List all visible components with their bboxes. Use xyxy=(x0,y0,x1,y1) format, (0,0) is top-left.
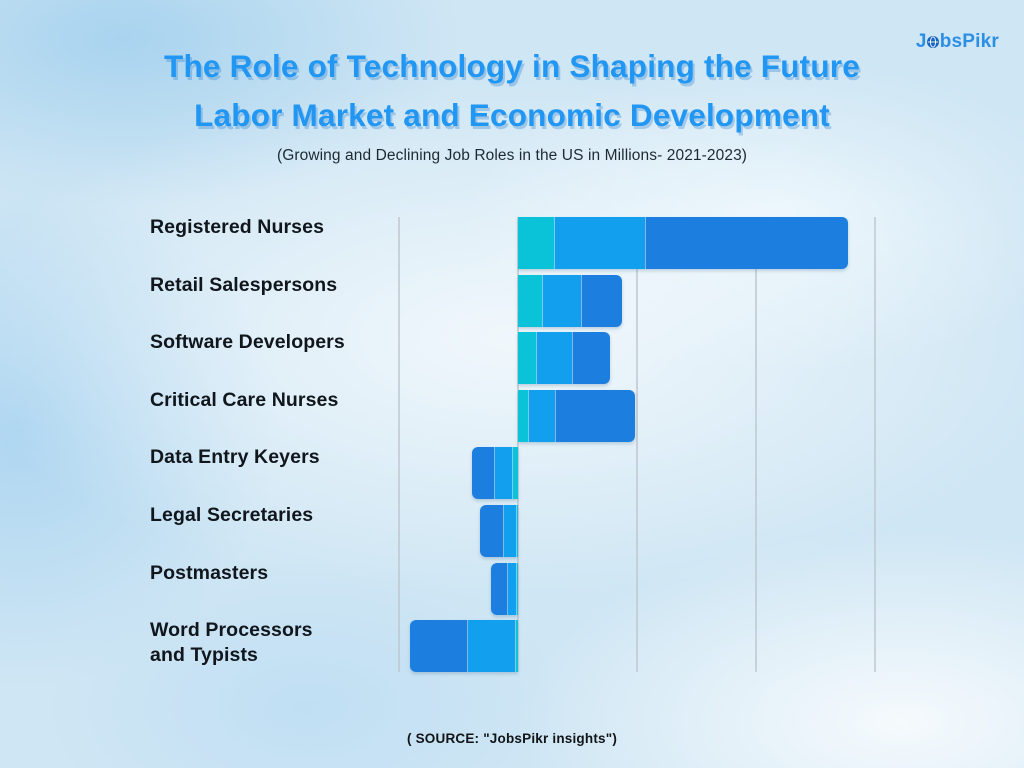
gridline xyxy=(398,217,400,672)
source-note: ( SOURCE: "JobsPikr insights") xyxy=(406,731,618,746)
bar-row xyxy=(490,562,518,615)
bar-row xyxy=(518,217,848,269)
bar-segment xyxy=(554,389,635,442)
bar-segment xyxy=(645,217,848,269)
chart-subtitle: (Growing and Declining Job Roles in the … xyxy=(276,147,748,164)
page-title-line1: The Role of Technology in Shaping the Fu… xyxy=(164,48,860,84)
bar-segment xyxy=(541,274,582,327)
bar-segment xyxy=(513,447,518,500)
bar-segment xyxy=(516,562,518,615)
category-label: Data Entry Keyers xyxy=(150,446,320,469)
category-label: Legal Secretaries xyxy=(150,504,314,526)
bar-row xyxy=(518,389,635,442)
bar-segment xyxy=(490,562,509,615)
bar-segment xyxy=(518,217,554,269)
globe-icon xyxy=(927,36,940,48)
bar-row xyxy=(518,332,610,385)
bar-row xyxy=(409,620,518,673)
category-label: Postmasters xyxy=(150,561,269,584)
bar-segment xyxy=(518,274,542,327)
gridline xyxy=(874,217,876,672)
bar-row xyxy=(479,505,518,557)
bar-segment xyxy=(571,332,610,385)
bar-segment xyxy=(535,332,572,385)
category-label: Registered Nurses xyxy=(150,216,325,238)
bar-segment xyxy=(508,562,517,615)
bar-segment xyxy=(553,217,646,269)
page-title: The Role of Technology in Shaping the Fu… xyxy=(0,42,1024,140)
gridline xyxy=(636,217,638,672)
bar-segment xyxy=(468,620,516,673)
bar-segment xyxy=(516,505,518,557)
logo-text-prefix: J xyxy=(915,31,927,52)
bar-segment xyxy=(527,389,555,442)
bar-row xyxy=(471,447,518,500)
zero-axis-line xyxy=(517,217,519,672)
bar-segment xyxy=(503,505,517,557)
bar-segment xyxy=(409,620,469,673)
bar-segment xyxy=(471,447,496,500)
category-label: Critical Care Nurses xyxy=(150,388,339,411)
bar-segment xyxy=(479,505,504,557)
bar-segment xyxy=(518,389,528,442)
bar-segment xyxy=(518,332,536,385)
bar-segment xyxy=(581,274,622,327)
gridline xyxy=(755,217,757,672)
page-title-line2: Labor Market and Economic Development xyxy=(194,97,830,133)
bar-segment xyxy=(515,620,518,673)
bar-segment xyxy=(495,447,514,500)
category-label: Word Processors and Typists xyxy=(150,619,313,667)
bar-row xyxy=(518,274,622,327)
category-label: Retail Salespersons xyxy=(150,273,338,296)
category-label: Software Developers xyxy=(150,331,345,354)
logo-text-suffix: bsPikr xyxy=(939,31,999,52)
